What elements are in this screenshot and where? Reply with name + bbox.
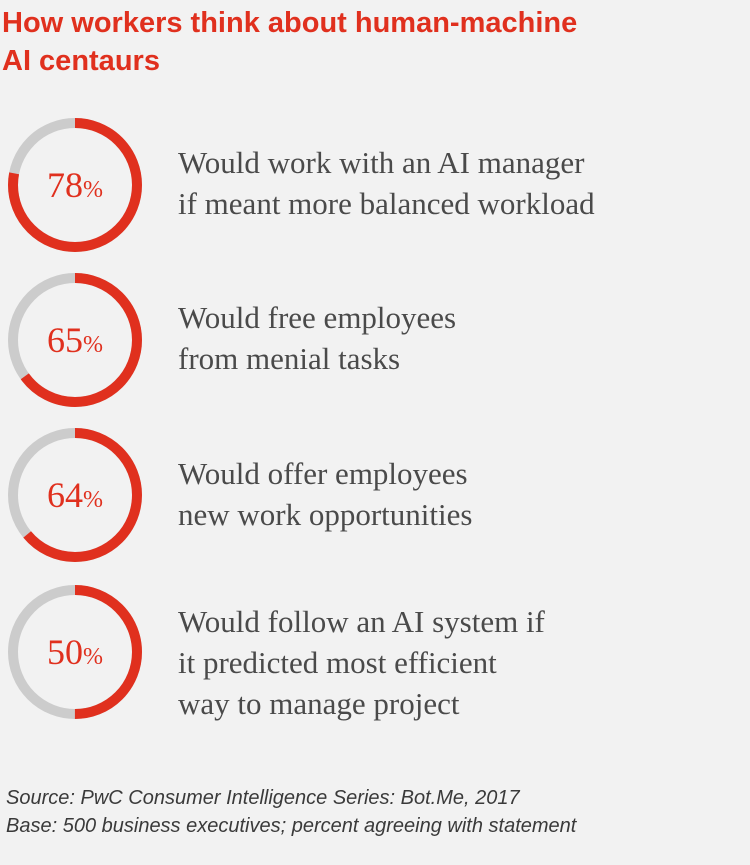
statement-line: from menial tasks <box>178 341 401 376</box>
percent-value: 78 <box>47 165 83 205</box>
statement-line: new work opportunities <box>178 497 473 532</box>
donut-chart <box>8 428 142 562</box>
percent-sign: % <box>83 644 103 670</box>
percent-sign: % <box>83 332 103 358</box>
donut-ring <box>5 115 145 255</box>
donut-value-arc <box>8 273 142 407</box>
statement-text: Would follow an AI system if it predicted… <box>178 601 545 724</box>
donut-chart <box>8 585 142 719</box>
statement-text: Would offer employees new work opportunit… <box>178 453 472 535</box>
source-line: Source: PwC Consumer Intelligence Series… <box>6 787 520 809</box>
donut-value-arc <box>8 585 142 719</box>
statement-line: Would follow an AI system if <box>178 604 545 639</box>
stat-item: 65% Would free employees from menial tasks <box>0 0 750 407</box>
percent-label: 78% <box>5 165 145 210</box>
chart-title: How workers think about human-machine AI… <box>2 4 742 80</box>
base-line: Base: 500 business executives; percent a… <box>6 815 577 837</box>
statement-line: it predicted most efficient <box>178 645 497 680</box>
stat-item: 78% Would work with an AI manager if meant… <box>0 0 750 252</box>
stat-item: 64% Would offer employees new work opportu… <box>0 0 750 562</box>
percent-value: 64 <box>47 475 83 515</box>
percent-label: 65% <box>5 320 145 365</box>
title-line-1: How workers think about human-machine <box>2 7 578 39</box>
donut-value-arc <box>8 118 142 252</box>
percent-label: 50% <box>5 632 145 677</box>
statement-text: Would work with an AI manager if meant mo… <box>178 142 595 224</box>
title-line-2: AI centaurs <box>2 45 160 77</box>
statement-line: if meant more balanced workload <box>178 186 595 221</box>
statement-line: Would free employees <box>178 300 457 335</box>
percent-label: 64% <box>5 475 145 520</box>
donut-chart <box>8 118 142 252</box>
statement-line: Would work with an AI manager <box>178 145 585 180</box>
statement-line: Would offer employees <box>178 456 468 491</box>
donut-chart <box>8 273 142 407</box>
donut-ring <box>5 425 145 565</box>
percent-sign: % <box>83 487 103 513</box>
source-note: Source: PwC Consumer Intelligence Series… <box>6 784 576 840</box>
stat-item: 50% Would follow an AI system if it predic… <box>0 0 750 721</box>
percent-sign: % <box>83 177 103 203</box>
donut-value-arc <box>8 428 142 562</box>
statement-line: way to manage project <box>178 686 460 721</box>
statement-text: Would free employees from menial tasks <box>178 297 456 379</box>
percent-value: 65 <box>47 320 83 360</box>
donut-ring <box>5 270 145 410</box>
donut-ring <box>5 582 145 722</box>
percent-value: 50 <box>47 632 83 672</box>
